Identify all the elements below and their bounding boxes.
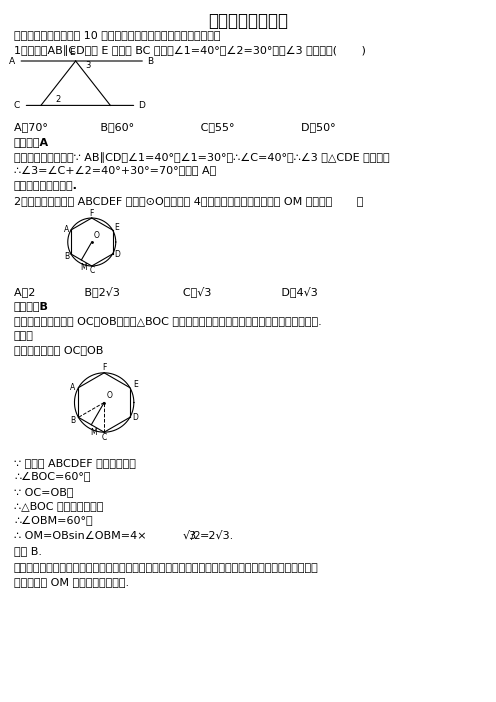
- Text: E: E: [69, 48, 75, 58]
- Text: 【解析】试题分析：∵ AB∥CD，∠1=40°，∠1=30°，∴∠C=40°，∴∠3 是△CDE 的外角，: 【解析】试题分析：∵ AB∥CD，∠1=40°，∠1=30°，∴∠C=40°，∴…: [14, 152, 390, 163]
- Text: B: B: [70, 416, 76, 425]
- Text: F: F: [102, 363, 106, 372]
- Text: 【答案】A: 【答案】A: [14, 137, 49, 147]
- Text: 角函数求出 OM 是解决问题的关键.: 角函数求出 OM 是解决问题的关键.: [14, 577, 129, 587]
- Text: ∴ OM=OBsin∠OBM=4×: ∴ OM=OBsin∠OBM=4×: [14, 531, 147, 541]
- Text: D: D: [138, 101, 145, 110]
- Text: A: A: [63, 225, 69, 234]
- Text: E: E: [115, 223, 119, 232]
- Text: 2，如图，正六边形 ABCDEF 内接于⊙O，半径为 4，则这个正六边形的边心距 OM 的长为（       ）: 2，如图，正六边形 ABCDEF 内接于⊙O，半径为 4，则这个正六边形的边心距…: [14, 196, 364, 206]
- Text: B: B: [147, 56, 153, 65]
- Text: ∵ OC=OB，: ∵ OC=OB，: [14, 487, 73, 497]
- Text: 中考数学模拟试卷: 中考数学模拟试卷: [208, 12, 288, 30]
- Text: C: C: [14, 101, 20, 110]
- Text: 【答案】B: 【答案】B: [14, 301, 49, 311]
- Text: D: D: [132, 413, 138, 423]
- Text: ∴∠BOC=60°，: ∴∠BOC=60°，: [14, 472, 90, 482]
- Text: E: E: [133, 380, 137, 389]
- Text: 【解析】分析：连接 OC、OB，证出△BOC 是等边三角形，根据锐角三角函数的定义求解即可.: 【解析】分析：连接 OC、OB，证出△BOC 是等边三角形，根据锐角三角函数的定…: [14, 316, 322, 326]
- Text: ∴∠OBM=60°，: ∴∠OBM=60°，: [14, 516, 93, 526]
- Text: ∴∠3=∠C+∠2=40°+30°=70°，故选 A，: ∴∠3=∠C+∠2=40°+30°=70°，故选 A，: [14, 166, 216, 176]
- Text: 考点：平行线的性质.: 考点：平行线的性质.: [14, 181, 78, 191]
- Text: 1，如图，AB∥CD，点 E 在线段 BC 上，若∠1=40°，∠2=30°，则∠3 的度数是(       ): 1，如图，AB∥CD，点 E 在线段 BC 上，若∠1=40°，∠2=30°，则…: [14, 45, 366, 56]
- Text: M: M: [90, 428, 97, 437]
- Text: A，2              B，2√3                  C，√3                    D，4√3: A，2 B，2√3 C，√3 D，4√3: [14, 286, 318, 297]
- Text: 详解：: 详解：: [14, 331, 34, 341]
- Text: ∴△BOC 是等边三角形，: ∴△BOC 是等边三角形，: [14, 501, 103, 511]
- Text: 3: 3: [85, 60, 90, 69]
- Text: 如图所示，连接 OC、OB: 如图所示，连接 OC、OB: [14, 345, 103, 355]
- Text: 点睛：考查的是正六边形的性质、等边三角形的判定与性质、三角函数；熟练掌握正六边形的性质，由三: 点睛：考查的是正六边形的性质、等边三角形的判定与性质、三角函数；熟练掌握正六边形…: [14, 563, 319, 573]
- Text: /2: /2: [191, 531, 200, 541]
- Text: B: B: [64, 252, 69, 261]
- Text: O: O: [107, 391, 113, 400]
- Text: 2: 2: [56, 95, 61, 104]
- Text: A，70°               B，60°                   C，55°                   D，50°: A，70° B，60° C，55° D，50°: [14, 122, 336, 132]
- Text: C: C: [89, 266, 94, 274]
- Text: A: A: [9, 56, 15, 65]
- Text: A: A: [70, 383, 75, 392]
- Text: 一、选择题（本题包括 10 个小题，每小题只有一个选项符合题意）: 一、选择题（本题包括 10 个小题，每小题只有一个选项符合题意）: [14, 30, 221, 40]
- Text: O: O: [94, 231, 100, 240]
- Text: =2√3.: =2√3.: [200, 531, 234, 541]
- Text: M: M: [80, 263, 87, 272]
- Text: ∵ 多边形 ABCDEF 是正六边形，: ∵ 多边形 ABCDEF 是正六边形，: [14, 458, 136, 468]
- Text: D: D: [114, 250, 120, 259]
- Text: 故选 B.: 故选 B.: [14, 546, 42, 556]
- Text: F: F: [90, 209, 94, 218]
- Text: √3: √3: [183, 531, 197, 541]
- Text: C: C: [102, 433, 107, 442]
